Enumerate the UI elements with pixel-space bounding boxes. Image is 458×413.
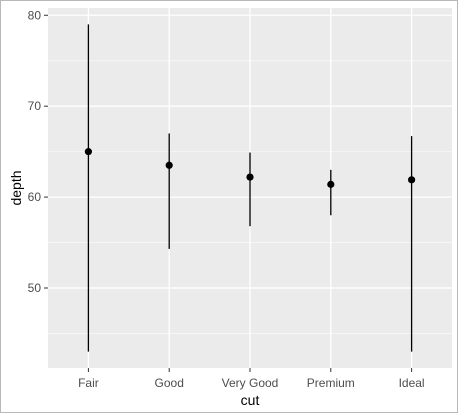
x-tick-label: Good <box>155 376 184 390</box>
x-tick-label: Fair <box>78 376 99 390</box>
data-point <box>165 161 173 169</box>
data-point <box>327 180 335 188</box>
y-axis-title: depth <box>8 170 24 205</box>
y-tick-label: 50 <box>28 281 42 295</box>
data-point <box>408 176 416 184</box>
x-tick-label: Premium <box>307 376 355 390</box>
x-axis-title: cut <box>241 392 260 408</box>
y-tick-label: 80 <box>28 8 42 22</box>
data-point <box>84 148 92 156</box>
tick-labels: 50 60 70 80 Fair Good Very Good Premium Ideal <box>28 8 425 390</box>
axis-ticks <box>44 14 413 372</box>
y-tick-label: 70 <box>28 99 42 113</box>
x-tick-label: Very Good <box>222 376 279 390</box>
data-point <box>246 173 254 181</box>
x-tick-label: Ideal <box>399 376 425 390</box>
data-marks <box>84 24 416 352</box>
y-tick-label: 60 <box>28 190 42 204</box>
